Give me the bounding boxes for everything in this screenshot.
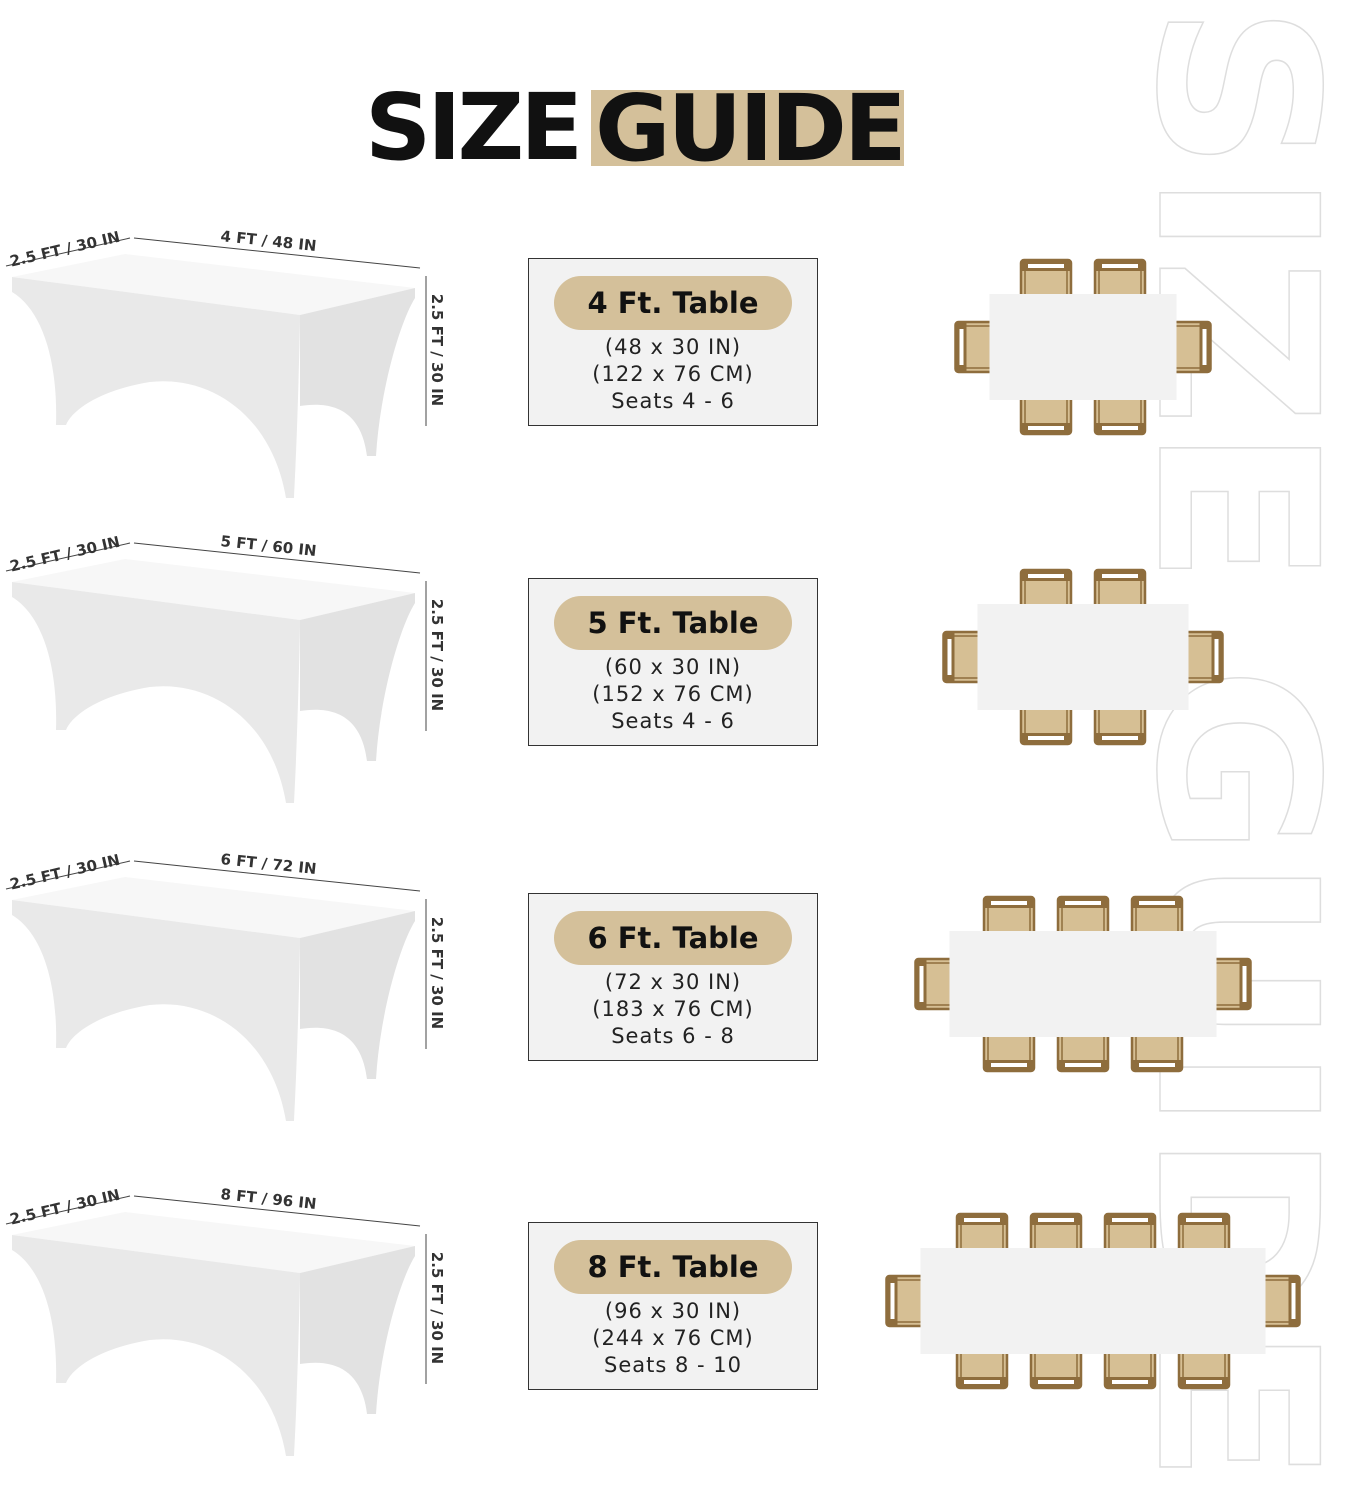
length-dimension-line [133, 1195, 421, 1227]
table-top-view [949, 931, 1217, 1037]
table-info-box: 8 Ft. Table (96 x 30 IN) (244 x 76 CM) S… [528, 1222, 818, 1390]
length-label: 8 FT / 96 IN [220, 1185, 318, 1213]
table-top-view [989, 294, 1177, 400]
size-row: 2.5 FT / 30 IN 6 FT / 72 IN 2.5 FT / 30 … [0, 833, 1356, 1133]
chair-icon [1019, 258, 1073, 302]
table-top [12, 1212, 415, 1273]
table-name-badge: 4 Ft. Table [554, 276, 792, 330]
table-top-view [977, 604, 1189, 710]
table-side-face [300, 288, 415, 456]
table-name-badge: 5 Ft. Table [554, 596, 792, 650]
table-name-badge: 8 Ft. Table [554, 1240, 792, 1294]
chair-icon [914, 957, 957, 1011]
chair-icon [1177, 1212, 1231, 1256]
table-top [12, 254, 415, 315]
table-top-view [920, 1248, 1266, 1354]
size-inches: (96 x 30 IN) [604, 1299, 742, 1323]
seating-capacity: Seats 4 - 6 [611, 389, 735, 413]
size-inches: (48 x 30 IN) [604, 335, 742, 359]
depth-dimension-line [5, 237, 131, 267]
table-top [12, 559, 415, 620]
title-guide: GUIDE [591, 83, 907, 175]
length-label: 6 FT / 72 IN [220, 850, 318, 878]
chair-icon [954, 320, 997, 374]
chair-icon [885, 1274, 928, 1328]
table-front-face [12, 900, 300, 1121]
height-label: 2.5 FT / 30 IN [428, 294, 446, 406]
chair-icon [1093, 568, 1147, 612]
table-name-badge: 6 Ft. Table [554, 911, 792, 965]
table-top [12, 877, 415, 938]
chair-icon [1130, 895, 1184, 939]
depth-dimension-line [5, 542, 131, 572]
chair-icon [942, 630, 985, 684]
length-dimension-line [133, 860, 421, 892]
title-size: SIZE [365, 74, 583, 181]
chair-icon [1019, 568, 1073, 612]
size-cm: (122 x 76 CM) [592, 362, 754, 386]
depth-dimension-line [5, 860, 131, 890]
table-info-box: 5 Ft. Table (60 x 30 IN) (152 x 76 CM) S… [528, 578, 818, 746]
size-inches: (72 x 30 IN) [604, 970, 742, 994]
height-label: 2.5 FT / 30 IN [428, 599, 446, 711]
table-cover-illustration: 2.5 FT / 30 IN 4 FT / 48 IN 2.5 FT / 30 … [5, 227, 446, 498]
size-inches: (60 x 30 IN) [604, 655, 742, 679]
size-cm: (183 x 76 CM) [592, 997, 754, 1021]
table-side-face [300, 1246, 415, 1414]
table-side-face [300, 593, 415, 761]
table-front-face [12, 277, 300, 498]
chair-icon [955, 1346, 1009, 1390]
seating-capacity: Seats 8 - 10 [604, 1353, 742, 1377]
chair-icon [1130, 1029, 1184, 1073]
table-cover-illustration: 2.5 FT / 30 IN 6 FT / 72 IN 2.5 FT / 30 … [5, 850, 446, 1121]
size-cm: (152 x 76 CM) [592, 682, 754, 706]
chair-icon [1093, 702, 1147, 746]
depth-dimension-line [5, 1195, 131, 1225]
size-cm: (244 x 76 CM) [592, 1326, 754, 1350]
length-label: 4 FT / 48 IN [220, 227, 318, 255]
height-label: 2.5 FT / 30 IN [428, 917, 446, 1029]
table-cover-illustration: 2.5 FT / 30 IN 5 FT / 60 IN 2.5 FT / 30 … [5, 532, 446, 803]
chair-icon [1177, 1346, 1231, 1390]
table-side-face [300, 911, 415, 1079]
table-cover-illustration: 2.5 FT / 30 IN 8 FT / 96 IN 2.5 FT / 30 … [5, 1185, 446, 1456]
chair-icon [1093, 392, 1147, 436]
chair-icon [1103, 1346, 1157, 1390]
length-dimension-line [133, 542, 421, 574]
seating-capacity: Seats 4 - 6 [611, 709, 735, 733]
length-dimension-line [133, 237, 421, 269]
table-front-face [12, 582, 300, 803]
table-info-box: 4 Ft. Table (48 x 30 IN) (122 x 76 CM) S… [528, 258, 818, 426]
size-row: 2.5 FT / 30 IN 5 FT / 60 IN 2.5 FT / 30 … [0, 515, 1356, 815]
chair-icon [982, 895, 1036, 939]
table-front-face [12, 1235, 300, 1456]
chair-icon [982, 1029, 1036, 1073]
chair-icon [1103, 1212, 1157, 1256]
size-row: 2.5 FT / 30 IN 8 FT / 96 IN 2.5 FT / 30 … [0, 1168, 1356, 1468]
length-label: 5 FT / 60 IN [220, 532, 318, 560]
chair-icon [1019, 392, 1073, 436]
seating-capacity: Seats 6 - 8 [611, 1024, 735, 1048]
height-label: 2.5 FT / 30 IN [428, 1252, 446, 1364]
chair-icon [1258, 1274, 1301, 1328]
page-title: SIZE GUIDE [365, 74, 907, 181]
chair-icon [1056, 1029, 1110, 1073]
size-row: 2.5 FT / 30 IN 4 FT / 48 IN 2.5 FT / 30 … [0, 210, 1356, 510]
table-info-box: 6 Ft. Table (72 x 30 IN) (183 x 76 CM) S… [528, 893, 818, 1061]
chair-icon [1019, 702, 1073, 746]
